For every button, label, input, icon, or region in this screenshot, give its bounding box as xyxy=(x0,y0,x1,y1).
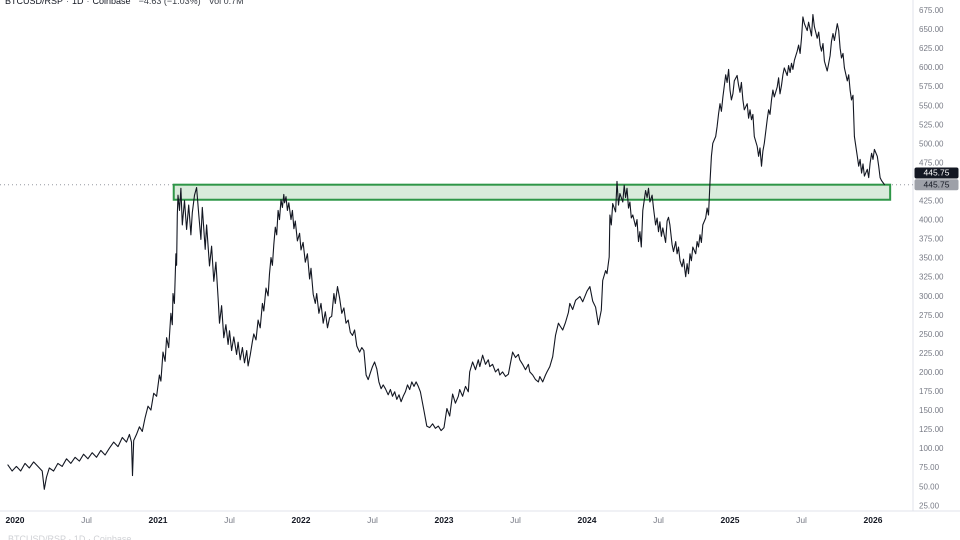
price-tick-label: 275.00 xyxy=(919,311,944,320)
price-tick-label: 200.00 xyxy=(919,368,944,377)
symbol-name[interactable]: BTCUSD/RSP xyxy=(5,0,64,6)
series-line[interactable] xyxy=(7,14,885,490)
price-tick-label: 425.00 xyxy=(919,197,944,206)
price-tick-label: 150.00 xyxy=(919,406,944,415)
zone-price-badge-value: 445.75 xyxy=(924,179,950,189)
price-tick-label: 675.00 xyxy=(919,6,944,15)
time-tick-label: Jul xyxy=(367,515,378,525)
price-tick-label: 125.00 xyxy=(919,425,944,434)
price-tick-label: 250.00 xyxy=(919,330,944,339)
price-tick-label: 600.00 xyxy=(919,63,944,72)
interval-label[interactable]: 1D xyxy=(72,0,84,6)
price-tick-label: 100.00 xyxy=(919,444,944,453)
time-axis[interactable] xyxy=(0,511,913,540)
time-tick-label: 2022 xyxy=(292,515,311,525)
price-tick-label: 75.00 xyxy=(919,463,940,472)
price-tick-label: 400.00 xyxy=(919,216,944,225)
time-tick-label: Jul xyxy=(510,515,521,525)
time-tick-label: 2021 xyxy=(149,515,168,525)
price-tick-label: 350.00 xyxy=(919,254,944,263)
time-tick-label: 2023 xyxy=(435,515,454,525)
last-price-badge-value: 445.75 xyxy=(924,168,950,178)
price-tick-label: 575.00 xyxy=(919,82,944,91)
separator-dot: · xyxy=(66,0,70,6)
time-tick-label: Jul xyxy=(653,515,664,525)
clipped-bottom-text: BTCUSD/RSP · 1D · Coinbase xyxy=(8,534,132,540)
price-tick-label: 500.00 xyxy=(919,139,944,148)
exchange-label[interactable]: Coinbase xyxy=(92,0,131,6)
change-label: −4.63 (−1.03%) xyxy=(138,0,201,6)
price-tick-label: 25.00 xyxy=(919,501,940,510)
price-tick-label: 525.00 xyxy=(919,120,944,129)
volume-label: Vol 0.7M xyxy=(208,0,244,6)
price-tick-label: 225.00 xyxy=(919,349,944,358)
last-price-badge xyxy=(914,167,959,179)
symbol-title-bar[interactable]: BTCUSD/RSP · 1D · Coinbase −4.63 (−1.03%) Vol … xyxy=(5,0,244,6)
zone-price-badge xyxy=(914,179,959,191)
price-axis[interactable] xyxy=(913,0,960,511)
time-tick-label: 2026 xyxy=(864,515,883,525)
price-tick-label: 650.00 xyxy=(919,25,944,34)
time-tick-label: 2024 xyxy=(578,515,597,525)
price-tick-label: 300.00 xyxy=(919,292,944,301)
time-tick-label: Jul xyxy=(81,515,92,525)
supply-zone-rect[interactable] xyxy=(172,183,892,201)
time-tick-label: Jul xyxy=(796,515,807,525)
separator-dot: · xyxy=(86,0,90,6)
price-tick-label: 325.00 xyxy=(919,273,944,282)
price-tick-label: 625.00 xyxy=(919,44,944,53)
time-tick-label: 2025 xyxy=(721,515,740,525)
price-tick-label: 550.00 xyxy=(919,101,944,110)
price-tick-label: 175.00 xyxy=(919,387,944,396)
time-tick-label: 2020 xyxy=(6,515,25,525)
price-tick-label: 50.00 xyxy=(919,482,940,491)
price-tick-label: 475.00 xyxy=(919,158,944,167)
time-tick-label: Jul xyxy=(224,515,235,525)
price-tick-label: 375.00 xyxy=(919,235,944,244)
